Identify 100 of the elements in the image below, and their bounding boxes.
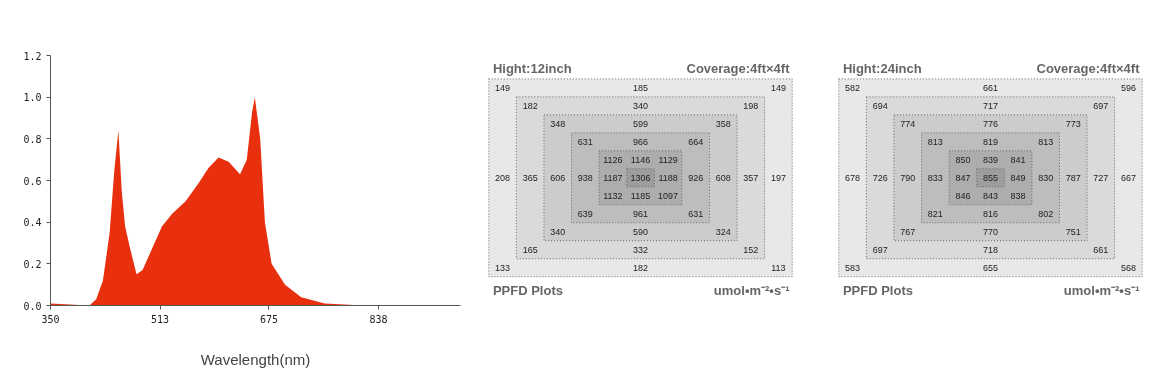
y-tick-label: 0.0 <box>23 300 42 312</box>
text: 197 <box>770 172 786 183</box>
x-tick-label: 675 <box>259 313 278 325</box>
text: 961 <box>632 208 649 219</box>
text: 776 <box>982 118 999 129</box>
text: 198 <box>743 100 759 111</box>
text: 1306 <box>630 172 651 183</box>
text: 697 <box>1093 100 1109 111</box>
text: 596 <box>1120 82 1136 93</box>
text: 590 <box>632 226 649 237</box>
text: 661 <box>982 82 999 93</box>
text: 850 <box>955 154 971 165</box>
text: 1187 <box>603 172 623 183</box>
x-tick-label: 513 <box>151 313 170 325</box>
text: 726 <box>872 172 888 183</box>
text: 838 <box>1010 190 1026 201</box>
text: 655 <box>982 262 999 273</box>
text: 833 <box>927 172 943 183</box>
y-tick-label: 0.4 <box>23 217 42 229</box>
text: 133 <box>495 262 511 273</box>
text: 208 <box>495 172 511 183</box>
text: 358 <box>715 118 731 129</box>
text: 182 <box>632 262 649 273</box>
text: 678 <box>845 172 861 183</box>
text: 583 <box>845 262 861 273</box>
text: 365 <box>522 172 538 183</box>
text: 790 <box>900 172 916 183</box>
y-tick-label: 1.0 <box>23 92 42 104</box>
text: 774 <box>900 118 916 129</box>
text: 348 <box>550 118 566 129</box>
text: 787 <box>1065 172 1081 183</box>
text: 926 <box>688 172 704 183</box>
text: 568 <box>1120 262 1136 273</box>
text: 727 <box>1093 172 1109 183</box>
x-tick-label: 838 <box>369 313 388 325</box>
text: 1185 <box>630 190 651 201</box>
text: 332 <box>632 244 649 255</box>
text: umol•m⁻²•s⁻¹ <box>713 282 790 298</box>
text: 113 <box>771 262 786 273</box>
text: 149 <box>770 82 786 93</box>
y-tick-label: 0.8 <box>23 133 42 145</box>
y-tick-label: 1.2 <box>23 50 42 62</box>
text: 324 <box>715 226 731 237</box>
text: 1188 <box>658 172 678 183</box>
text: 841 <box>1010 154 1026 165</box>
text: 340 <box>550 226 566 237</box>
y-tick-label: 0.2 <box>23 258 42 270</box>
text: 697 <box>872 244 888 255</box>
text: 847 <box>955 172 971 183</box>
text: Coverage:4ft×4ft <box>1036 61 1141 77</box>
text: 813 <box>927 136 943 147</box>
text: 185 <box>632 82 649 93</box>
text: 599 <box>632 118 649 129</box>
text: 770 <box>982 226 999 237</box>
text: 639 <box>577 208 593 219</box>
text: 608 <box>715 172 731 183</box>
text: PPFD Plots <box>842 282 913 298</box>
text: 1097 <box>658 190 679 201</box>
text: 717 <box>982 100 999 111</box>
text: 182 <box>522 100 538 111</box>
text: 667 <box>1120 172 1136 183</box>
text: 606 <box>550 172 566 183</box>
text: 843 <box>982 190 999 201</box>
text: Coverage:4ft×4ft <box>686 61 791 77</box>
text: 694 <box>872 100 888 111</box>
text: 149 <box>495 82 511 93</box>
text: Hight:12inch <box>492 61 572 77</box>
text: 340 <box>632 100 649 111</box>
text: 966 <box>632 136 649 147</box>
text: 830 <box>1038 172 1054 183</box>
text: 938 <box>577 172 593 183</box>
text: 816 <box>982 208 999 219</box>
text: 1132 <box>603 190 623 201</box>
text: 802 <box>1038 208 1054 219</box>
x-axis-title: Wavelength(nm) <box>200 350 311 368</box>
text: 855 <box>982 172 999 183</box>
text: 661 <box>1093 244 1109 255</box>
y-tick-label: 0.6 <box>23 175 42 187</box>
text: 1126 <box>603 154 623 165</box>
text: umol•m⁻²•s⁻¹ <box>1063 282 1140 298</box>
text: PPFD Plots <box>492 282 563 298</box>
text: 165 <box>522 244 538 255</box>
text: 1146 <box>630 154 651 165</box>
text: 767 <box>900 226 916 237</box>
text: 152 <box>743 244 759 255</box>
text: 751 <box>1065 226 1081 237</box>
text: 846 <box>955 190 971 201</box>
text: 821 <box>927 208 943 219</box>
text: 839 <box>982 154 999 165</box>
text: 819 <box>982 136 999 147</box>
text: 773 <box>1065 118 1081 129</box>
text: 664 <box>688 136 704 147</box>
text: 357 <box>743 172 759 183</box>
text: 582 <box>845 82 861 93</box>
text: 631 <box>688 208 704 219</box>
x-tick-label: 350 <box>41 313 60 325</box>
text: 631 <box>577 136 593 147</box>
text: 813 <box>1038 136 1054 147</box>
text: Hight:24inch <box>842 61 922 77</box>
text: 718 <box>982 244 999 255</box>
